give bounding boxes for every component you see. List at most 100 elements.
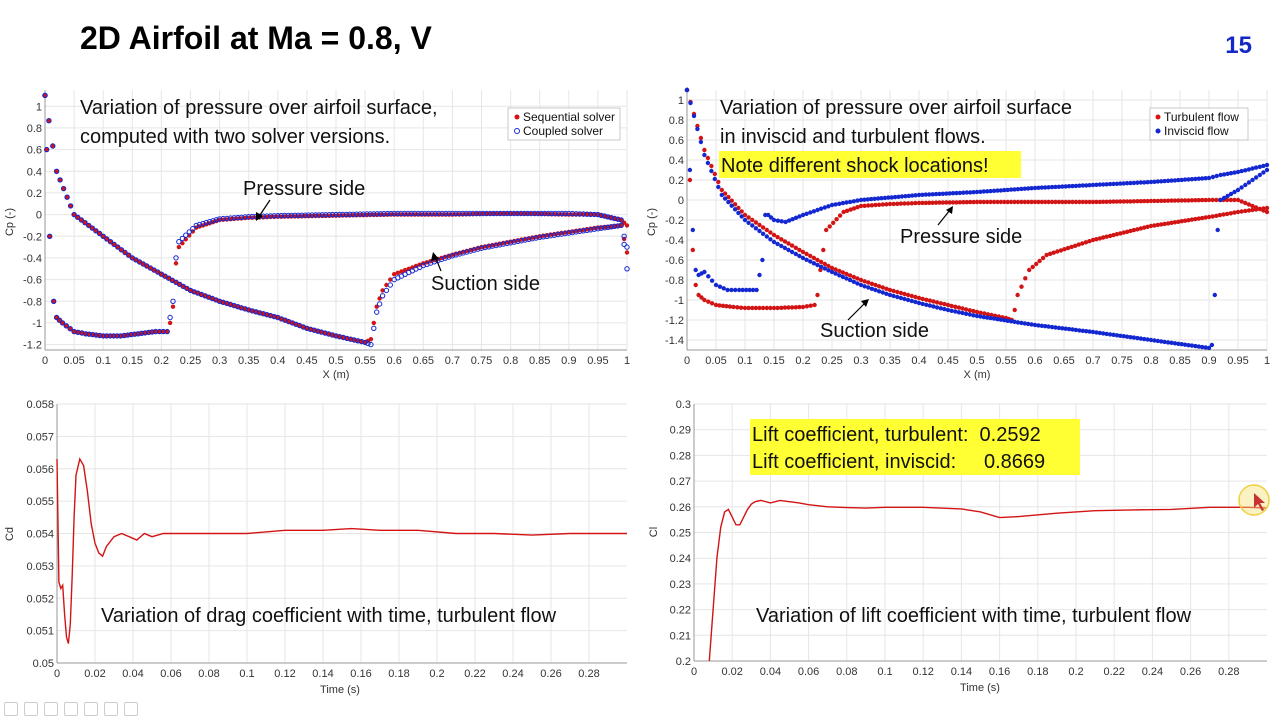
data-point xyxy=(1107,181,1113,187)
toolbar-more-icon[interactable] xyxy=(124,702,138,716)
data-point xyxy=(1104,182,1109,187)
data-point xyxy=(902,291,907,297)
data-point xyxy=(1094,182,1099,187)
data-point xyxy=(392,272,397,277)
data-point xyxy=(418,210,425,217)
data-point xyxy=(1019,199,1024,205)
data-point xyxy=(804,304,810,309)
data-point xyxy=(227,301,234,308)
data-point xyxy=(691,113,697,119)
data-point xyxy=(960,310,965,316)
data-point xyxy=(256,310,263,316)
data-point xyxy=(1046,185,1051,190)
data-point xyxy=(887,287,893,293)
data-point xyxy=(1097,182,1103,187)
data-point xyxy=(712,176,717,182)
data-point xyxy=(995,317,1000,322)
data-point xyxy=(86,331,92,337)
data-point xyxy=(1060,184,1065,189)
data-point xyxy=(1012,319,1017,324)
data-point xyxy=(157,329,162,334)
toolbar-slides-icon[interactable] xyxy=(84,702,98,716)
data-point xyxy=(726,199,731,205)
y-tick-label: -0.2 xyxy=(23,231,42,243)
toolbar-back-icon[interactable] xyxy=(4,702,18,716)
data-point xyxy=(985,199,990,205)
data-point xyxy=(873,282,878,288)
data-point xyxy=(855,276,860,281)
data-point xyxy=(1062,247,1067,252)
data-point xyxy=(746,215,751,220)
highlight-note-bg xyxy=(719,151,1021,178)
data-point xyxy=(961,190,966,195)
data-point xyxy=(587,227,594,233)
data-point xyxy=(716,179,721,185)
data-point xyxy=(1015,292,1020,298)
data-point xyxy=(844,276,849,281)
data-point xyxy=(902,296,907,302)
data-point xyxy=(504,240,510,247)
data-point xyxy=(1008,319,1014,324)
data-point xyxy=(1101,182,1106,187)
y-tick-label: -1.4 xyxy=(665,335,684,347)
toolbar-zoom-icon[interactable] xyxy=(64,702,78,716)
data-point xyxy=(395,270,400,275)
data-point xyxy=(374,211,380,217)
data-point xyxy=(1172,341,1178,346)
data-point xyxy=(1118,231,1123,236)
data-point xyxy=(1056,325,1062,331)
data-point xyxy=(608,215,614,221)
data-point xyxy=(873,287,878,293)
data-point xyxy=(858,203,864,209)
data-point xyxy=(1070,183,1075,189)
data-point xyxy=(577,211,583,217)
data-point xyxy=(920,301,925,307)
data-point xyxy=(57,177,63,183)
data-point xyxy=(326,212,332,218)
data-point xyxy=(309,212,315,218)
data-point xyxy=(1131,199,1137,204)
data-point xyxy=(1189,217,1195,222)
toolbar-forward-icon[interactable] xyxy=(24,702,38,716)
data-point xyxy=(347,336,354,342)
data-point xyxy=(840,270,846,275)
data-point xyxy=(1087,239,1092,244)
data-point xyxy=(615,216,621,222)
data-point xyxy=(956,310,962,315)
data-point xyxy=(1186,343,1191,348)
data-point xyxy=(961,200,966,205)
data-point xyxy=(1051,250,1056,255)
data-point xyxy=(624,266,630,272)
data-point xyxy=(384,210,391,217)
data-point xyxy=(927,200,932,205)
data-point xyxy=(415,210,421,217)
data-point xyxy=(64,195,70,200)
data-point xyxy=(340,211,346,218)
data-point xyxy=(833,267,838,272)
data-point xyxy=(726,194,731,200)
data-point xyxy=(176,244,182,250)
data-point xyxy=(518,238,525,244)
data-point xyxy=(562,210,569,217)
data-point xyxy=(371,320,376,326)
data-point xyxy=(504,210,510,217)
data-point xyxy=(315,328,321,334)
data-point xyxy=(275,213,281,219)
x-tick-label: 0.1 xyxy=(737,355,752,367)
data-point xyxy=(1084,329,1089,334)
data-point xyxy=(974,313,980,319)
data-point xyxy=(786,247,791,253)
data-point xyxy=(967,308,972,313)
data-point xyxy=(937,200,942,205)
data-point xyxy=(1169,220,1174,225)
data-point xyxy=(68,203,73,209)
data-point xyxy=(916,192,922,198)
data-point xyxy=(555,231,561,238)
data-point xyxy=(727,304,733,309)
data-point xyxy=(866,280,871,285)
data-point xyxy=(170,304,176,309)
toolbar-pen-icon[interactable] xyxy=(44,702,58,716)
data-point xyxy=(605,224,611,231)
data-point xyxy=(869,281,875,286)
toolbar-camera-icon[interactable] xyxy=(104,702,118,716)
